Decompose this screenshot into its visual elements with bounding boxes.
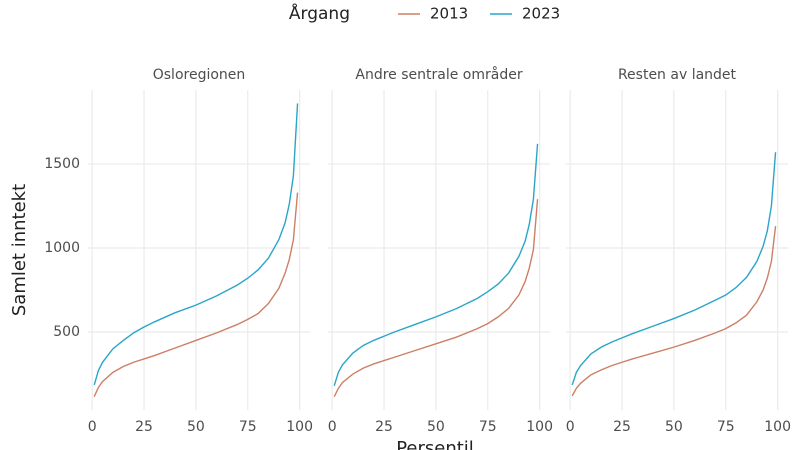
legend-title: Årgang <box>289 2 350 24</box>
panel-title: Andre sentrale områder <box>355 66 522 83</box>
series-line <box>571 152 777 386</box>
x-tick-label: 50 <box>427 419 445 435</box>
panel-title: Osloregionen <box>153 67 246 83</box>
panel-title: Resten av landet <box>618 67 737 83</box>
x-tick-label: 50 <box>665 419 683 435</box>
y-tick-label: 1000 <box>44 240 80 256</box>
series-line <box>93 103 299 386</box>
series-line <box>333 143 539 387</box>
x-tick-label: 75 <box>479 419 497 435</box>
x-tick-label: 50 <box>187 419 205 435</box>
x-tick-label: 75 <box>239 419 257 435</box>
x-tick-label: 0 <box>88 419 97 435</box>
x-tick-label: 25 <box>613 419 631 435</box>
series-line <box>333 199 539 398</box>
legend-label: 2023 <box>522 5 560 23</box>
x-tick-label: 25 <box>135 419 153 435</box>
x-tick-label: 75 <box>717 419 735 435</box>
x-tick-label: 25 <box>375 419 393 435</box>
legend-label: 2013 <box>430 5 468 23</box>
x-tick-label: 100 <box>764 419 791 435</box>
series-line <box>93 192 299 398</box>
series-line <box>571 226 777 397</box>
x-tick-label: 100 <box>286 419 313 435</box>
y-tick-label: 1500 <box>44 156 80 172</box>
x-axis-label: Persentil <box>396 438 474 450</box>
y-tick-label: 500 <box>53 324 80 340</box>
y-axis-label: Samlet inntekt <box>9 184 30 316</box>
x-tick-label: 0 <box>328 419 337 435</box>
x-tick-label: 100 <box>526 419 553 435</box>
x-tick-label: 0 <box>566 419 575 435</box>
